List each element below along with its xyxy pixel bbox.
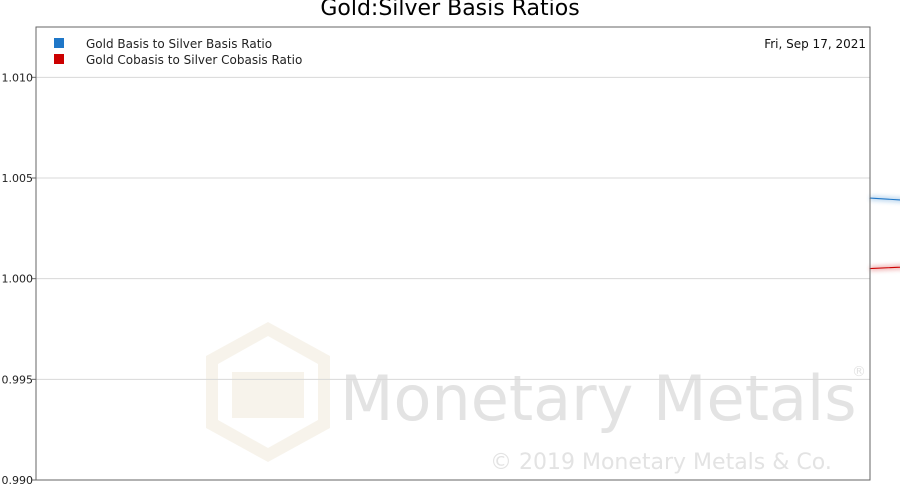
series-line-cobasis-glow xyxy=(869,264,900,272)
legend-swatch-basis xyxy=(54,38,64,48)
series-line-basis-glow xyxy=(869,195,900,203)
watermark-logo xyxy=(206,322,330,462)
plot-frame xyxy=(35,26,871,481)
series-line-basis xyxy=(869,197,900,201)
watermark-registered: ® xyxy=(852,364,866,380)
series-layer xyxy=(869,195,900,272)
y-tick-label: 1.005 xyxy=(2,172,34,185)
y-tick-label: 1.000 xyxy=(2,273,34,286)
legend-label-cobasis: Gold Cobasis to Silver Cobasis Ratio xyxy=(86,53,302,67)
y-axis-ticks: 0.990 0.995 1.000 1.005 1.010 xyxy=(2,71,36,487)
watermark-brand: Monetary Metals xyxy=(340,362,857,435)
date-label: Fri, Sep 17, 2021 xyxy=(764,37,866,51)
watermark-copyright: © 2019 Monetary Metals & Co. xyxy=(490,450,832,475)
y-tick-label: 0.995 xyxy=(2,373,34,386)
y-tick-label: 1.010 xyxy=(2,71,34,84)
watermark: Monetary Metals ® © 2019 Monetary Metals… xyxy=(206,322,866,475)
legend-swatch-cobasis xyxy=(54,54,64,64)
y-tick-label: 0.990 xyxy=(2,474,34,487)
chart-title: Gold:Silver Basis Ratios xyxy=(320,0,580,21)
legend: Gold Basis to Silver Basis Ratio Gold Co… xyxy=(54,37,302,67)
legend-label-basis: Gold Basis to Silver Basis Ratio xyxy=(86,37,272,51)
series-line-cobasis xyxy=(869,266,900,270)
